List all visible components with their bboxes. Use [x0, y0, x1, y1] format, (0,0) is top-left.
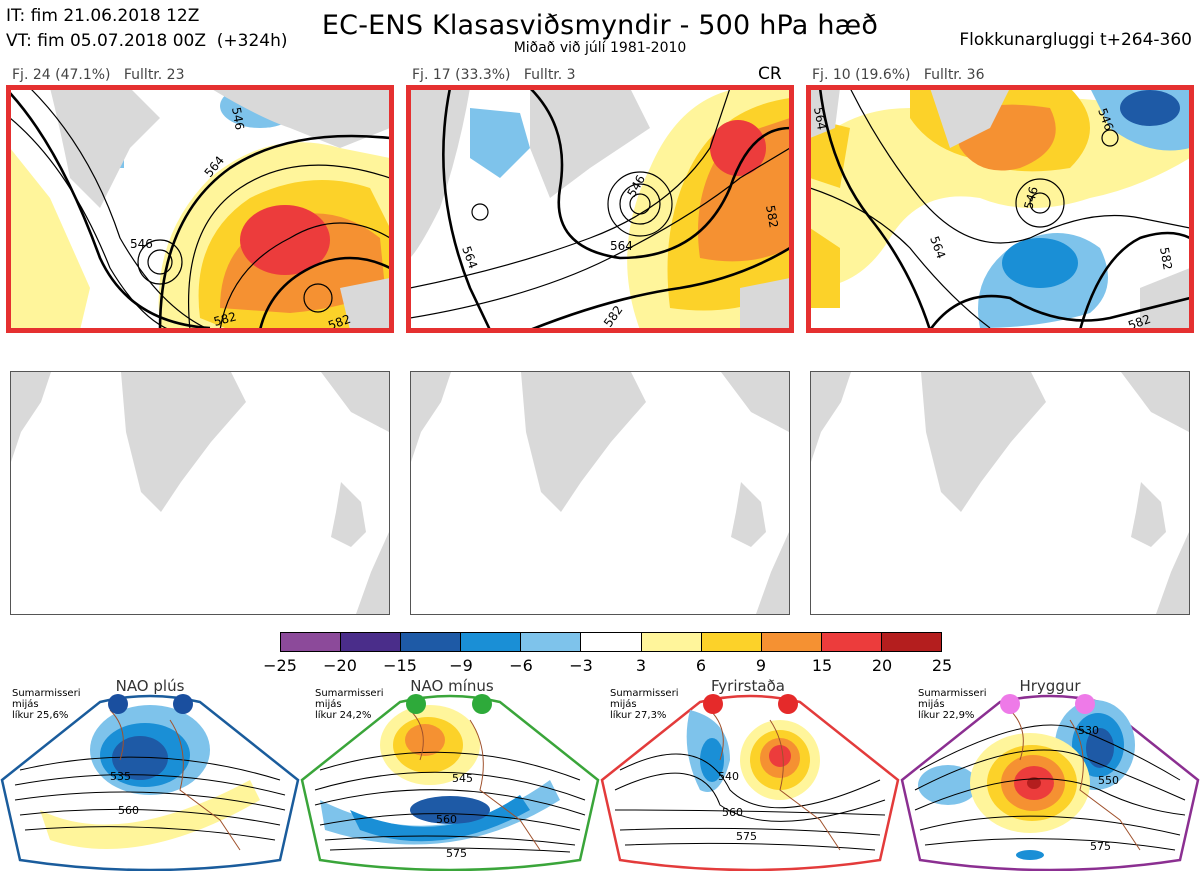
colorbar	[280, 632, 942, 652]
contour-label: 546	[1021, 185, 1040, 211]
climatology-subtitle: Miðað við júlí 1981-2010	[513, 40, 687, 56]
regime-4-dot	[1075, 694, 1095, 714]
contour-label: 564	[610, 239, 633, 253]
cluster-1-label: Fj. 24 (47.1%) Fulltr. 23	[12, 67, 185, 83]
regime-4-dot	[1000, 694, 1020, 714]
colorbar-tick: 3	[635, 656, 647, 675]
regime-3-dot	[778, 694, 798, 714]
contour-label: 545	[452, 772, 473, 785]
valid-time: VT: fim 05.07.2018 00Z (+324h)	[6, 31, 288, 51]
run-info: IT: fim 21.06.2018 12Z VT: fim 05.07.201…	[6, 4, 288, 54]
regime-1-title: NAO plús	[115, 677, 185, 695]
regime-2-dot	[472, 694, 492, 714]
colorbar-tick: 20	[871, 656, 893, 675]
colorbar-swatch	[881, 633, 942, 651]
colorbar-tick: −6	[509, 656, 533, 675]
cluster-3-label: Fj. 10 (19.6%) Fulltr. 36	[812, 67, 985, 83]
contour-label: 550	[1098, 774, 1119, 787]
colorbar-tick: −20	[323, 656, 357, 675]
regime-1-map: 535 560	[0, 690, 300, 872]
contour-label: 582	[1126, 312, 1152, 330]
regime-1-note: Sumarmisseri mijás líkur 25,6%	[12, 688, 81, 721]
colorbar-swatch	[401, 633, 462, 651]
colorbar-tick: 6	[695, 656, 707, 675]
cluster-3-map: 564 546 546 564 582 582	[810, 88, 1190, 330]
contour-label: 546	[130, 237, 153, 251]
cluster-3-highlight	[806, 85, 1194, 333]
colorbar-swatch	[521, 633, 582, 651]
colorbar-swatch	[761, 633, 822, 651]
regime-3-title: Fyrirstaða	[711, 677, 785, 695]
contour-label: 560	[118, 804, 139, 817]
contour-label: 582	[326, 312, 352, 330]
empty-map-3	[810, 371, 1190, 615]
contour-label: 582	[212, 309, 238, 328]
colorbar-swatch	[641, 633, 702, 651]
page-title: EC-ENS Klasasviðsmyndir - 500 hPa hæð	[321, 10, 879, 41]
regime-3-dot	[703, 694, 723, 714]
regime-4-title: Hryggur	[1019, 677, 1081, 695]
regime-2-map: 545 560 575	[300, 690, 600, 872]
regime-3-map: 540 560 575	[600, 690, 900, 872]
colorbar-tick: −9	[449, 656, 473, 675]
colorbar-tick: −15	[383, 656, 417, 675]
colorbar-swatch	[281, 633, 342, 651]
colorbar-tick: −25	[263, 656, 297, 675]
contour-label: 540	[718, 770, 739, 783]
colorbar-tick: −3	[569, 656, 593, 675]
contour-label: 582	[763, 204, 781, 229]
cluster-2-tag: CR	[758, 64, 782, 84]
contour-label: 575	[446, 847, 467, 860]
cluster-2-map: 546 564 582 564 582	[410, 88, 790, 330]
regime-2-dot	[406, 694, 426, 714]
regime-1-dot	[108, 694, 128, 714]
regime-2-title: NAO mínus	[410, 677, 494, 695]
cluster-1-map: 546 564 582 546 582	[10, 88, 390, 330]
contour-label: 575	[736, 830, 757, 843]
contour-label: 546	[229, 106, 247, 131]
contour-label: 575	[1090, 840, 1111, 853]
colorbar-swatch	[461, 633, 522, 651]
colorbar-swatch	[341, 633, 402, 651]
cluster-2-label: Fj. 17 (33.3%) Fulltr. 3	[412, 67, 576, 83]
cluster-2-highlight	[406, 85, 794, 333]
colorbar-swatch	[581, 633, 642, 651]
colorbar-swatch	[821, 633, 882, 651]
contour-label: 564	[811, 106, 829, 131]
contour-label: 535	[110, 770, 131, 783]
initial-time: IT: fim 21.06.2018 12Z	[6, 6, 200, 26]
empty-map-1	[10, 371, 390, 615]
classification-window: Flokkunargluggi t+264-360	[959, 30, 1192, 50]
colorbar-swatch	[701, 633, 762, 651]
contour-label: 530	[1078, 724, 1099, 737]
colorbar-tick: 15	[811, 656, 833, 675]
contour-label: 560	[436, 813, 457, 826]
regime-2-note: Sumarmisseri mijás líkur 24,2%	[315, 688, 384, 721]
cluster-1-highlight	[6, 85, 394, 333]
regime-3-note: Sumarmisseri mijás líkur 27,3%	[610, 688, 679, 721]
regime-1-dot	[173, 694, 193, 714]
contour-label: 560	[722, 806, 743, 819]
colorbar-tick: 9	[755, 656, 767, 675]
regime-4-map: 530 550 575	[900, 690, 1200, 872]
colorbar-tick: 25	[931, 656, 953, 675]
contour-label: 582	[1157, 246, 1175, 271]
empty-map-2	[410, 371, 790, 615]
regime-4-note: Sumarmisseri mijás líkur 22,9%	[918, 688, 987, 721]
